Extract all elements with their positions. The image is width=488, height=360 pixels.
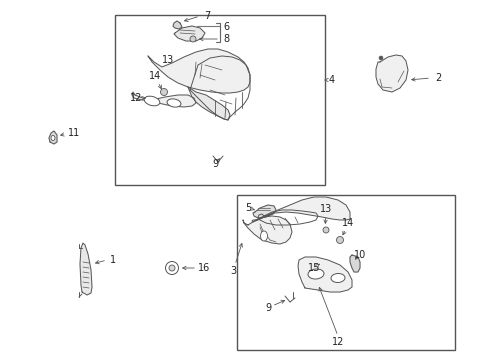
Text: 4: 4 <box>328 75 334 85</box>
Text: 12: 12 <box>129 93 142 103</box>
Text: 12: 12 <box>331 337 344 347</box>
Circle shape <box>190 36 196 42</box>
Circle shape <box>165 261 178 275</box>
Text: 13: 13 <box>319 204 331 214</box>
Polygon shape <box>187 87 229 120</box>
Ellipse shape <box>330 274 345 283</box>
Text: 8: 8 <box>223 34 228 44</box>
Polygon shape <box>173 21 182 29</box>
Circle shape <box>378 56 382 60</box>
Text: 15: 15 <box>307 263 320 273</box>
Text: 6: 6 <box>223 22 228 32</box>
Circle shape <box>160 89 167 95</box>
Bar <box>237 195 454 350</box>
Polygon shape <box>49 131 57 144</box>
Circle shape <box>323 227 328 233</box>
Polygon shape <box>132 92 196 107</box>
Text: 11: 11 <box>68 128 80 138</box>
Text: 7: 7 <box>203 11 210 21</box>
Text: 9: 9 <box>264 303 270 313</box>
Text: 9: 9 <box>211 159 218 169</box>
Polygon shape <box>252 205 275 218</box>
Text: 3: 3 <box>229 266 236 276</box>
Circle shape <box>336 237 343 243</box>
Polygon shape <box>375 55 407 92</box>
Text: 2: 2 <box>434 73 440 83</box>
Ellipse shape <box>167 99 181 107</box>
Text: 14: 14 <box>148 71 161 81</box>
Text: 10: 10 <box>353 250 366 260</box>
Polygon shape <box>297 257 351 292</box>
Ellipse shape <box>260 231 267 241</box>
Polygon shape <box>349 255 359 272</box>
Polygon shape <box>243 216 291 244</box>
Bar <box>115 15 325 185</box>
Text: 14: 14 <box>341 218 353 228</box>
Circle shape <box>169 265 175 271</box>
Polygon shape <box>80 243 92 295</box>
Ellipse shape <box>51 135 55 140</box>
Text: 5: 5 <box>244 203 251 213</box>
Polygon shape <box>251 197 349 222</box>
Polygon shape <box>174 26 204 41</box>
Ellipse shape <box>144 96 160 106</box>
Text: 13: 13 <box>162 55 174 65</box>
Polygon shape <box>148 49 249 93</box>
Ellipse shape <box>307 269 324 279</box>
Text: 1: 1 <box>110 255 116 265</box>
Text: 16: 16 <box>198 263 210 273</box>
